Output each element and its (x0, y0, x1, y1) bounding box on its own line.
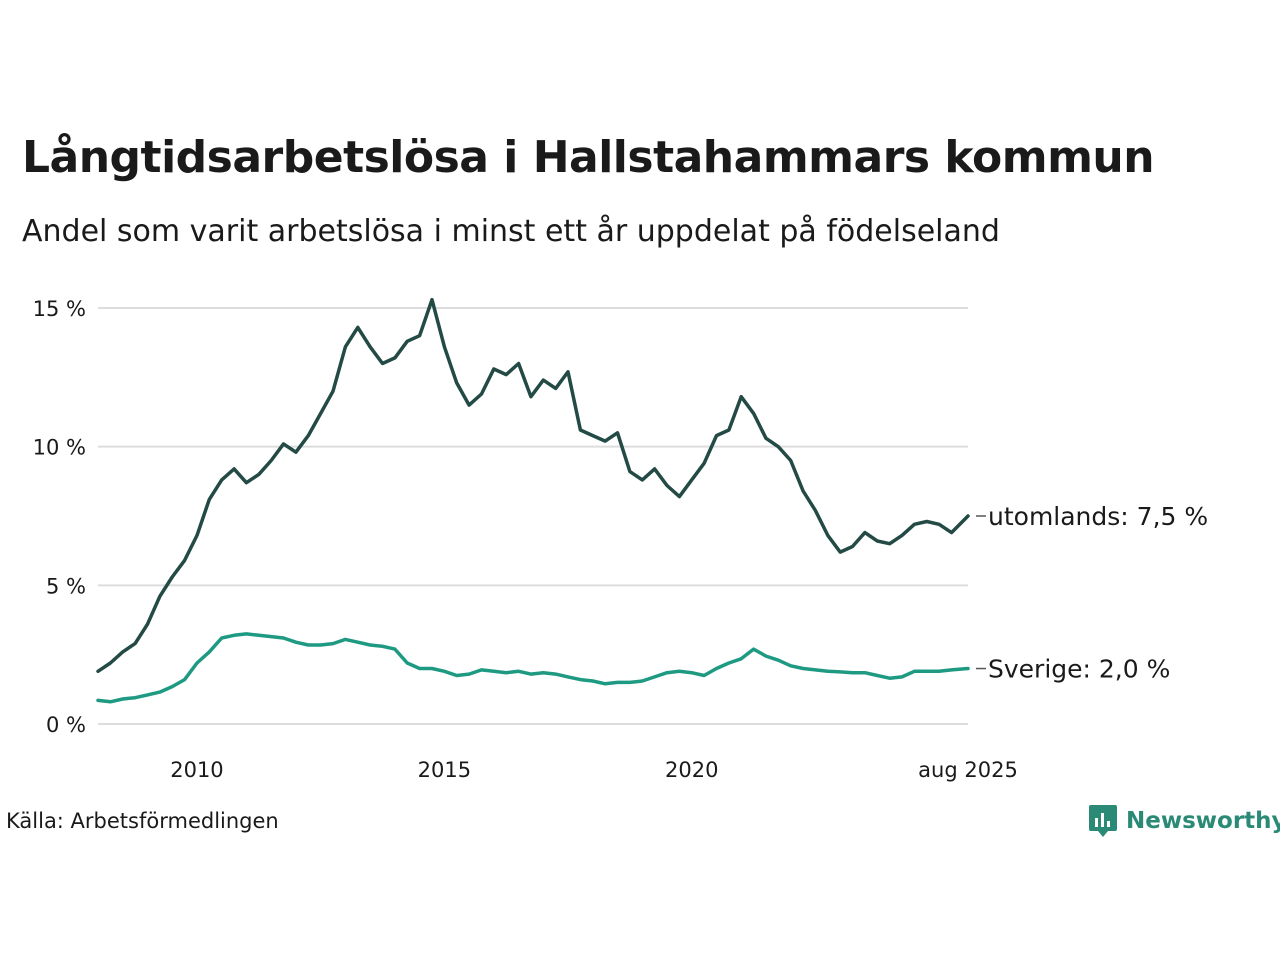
end-label-sverige: Sverige: 2,0 % (988, 655, 1170, 684)
x-tick-label: 2020 (665, 758, 718, 782)
brand-name: Newsworthy (1126, 808, 1280, 834)
x-axis-ticks: 2010 2015 2020 aug 2025 (170, 758, 1018, 782)
end-labels: utomlands: 7,5 % Sverige: 2,0 % (976, 502, 1208, 684)
series-line-utomlands (96, 297, 970, 674)
end-label-utomlands: utomlands: 7,5 % (988, 502, 1208, 531)
source-note: Källa: Arbetsförmedlingen (6, 809, 279, 833)
y-tick-label: 5 % (46, 574, 86, 598)
x-tick-label: 2015 (418, 758, 471, 782)
chart-title: Långtidsarbetslösa i Hallstahammars komm… (22, 132, 1155, 183)
x-tick-label: 2010 (170, 758, 223, 782)
y-tick-label: 10 % (33, 436, 86, 460)
y-tick-label: 15 % (33, 297, 86, 321)
chart-subtitle: Andel som varit arbetslösa i minst ett å… (22, 214, 1000, 249)
newsworthy-logo: Newsworthy (1088, 804, 1280, 838)
series-line-sverige (96, 632, 970, 704)
y-axis-ticks: 0 % 5 % 10 % 15 % (33, 297, 86, 737)
newsworthy-logo-icon (1089, 805, 1117, 837)
x-tick-label: aug 2025 (918, 758, 1018, 782)
y-tick-label: 0 % (46, 713, 86, 737)
series-lines (96, 297, 970, 704)
gridlines (98, 307, 968, 725)
